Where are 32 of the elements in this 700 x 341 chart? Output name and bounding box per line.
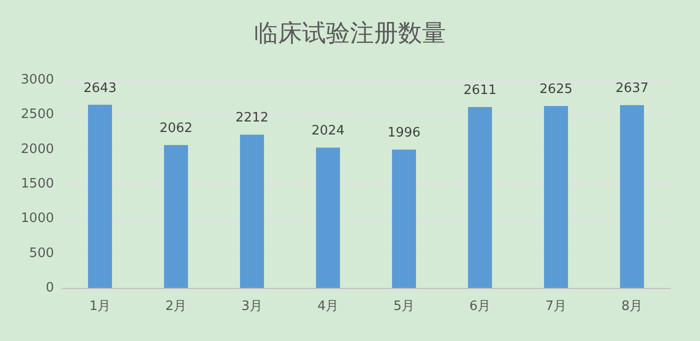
bar [316,148,340,288]
x-tick-label: 7月 [545,299,567,314]
y-tick-label: 1500 [20,176,54,192]
x-tick-label: 3月 [241,299,263,314]
data-label: 2024 [311,124,345,139]
data-label: 2212 [235,110,269,126]
y-tick-label: 2000 [20,142,54,157]
y-tick-label: 0 [46,280,54,296]
bar [544,106,568,288]
chart-title: 临床试验注册数量 [254,19,446,47]
data-label: 2625 [539,82,573,97]
x-tick-label: 6月 [469,299,491,314]
x-tick-label: 2月 [165,299,187,314]
x-tick-label: 1月 [89,299,111,314]
bar [240,134,264,288]
x-tick-label: 4月 [317,299,339,314]
y-tick-label: 500 [29,246,54,261]
bar [620,105,644,288]
bar [392,150,416,288]
data-label: 2611 [463,82,497,98]
x-tick-label: 8月 [621,299,643,314]
bar [88,104,112,288]
data-label: 2637 [615,81,649,96]
data-label: 2062 [159,121,193,136]
y-tick-label: 2500 [20,107,54,122]
data-label: 1996 [387,126,421,141]
x-tick-label: 5月 [393,299,415,314]
y-tick-label: 3000 [20,72,54,88]
bar [468,106,492,288]
y-tick-label: 1000 [20,211,54,226]
bar [164,145,188,288]
data-label: 2643 [83,80,117,96]
